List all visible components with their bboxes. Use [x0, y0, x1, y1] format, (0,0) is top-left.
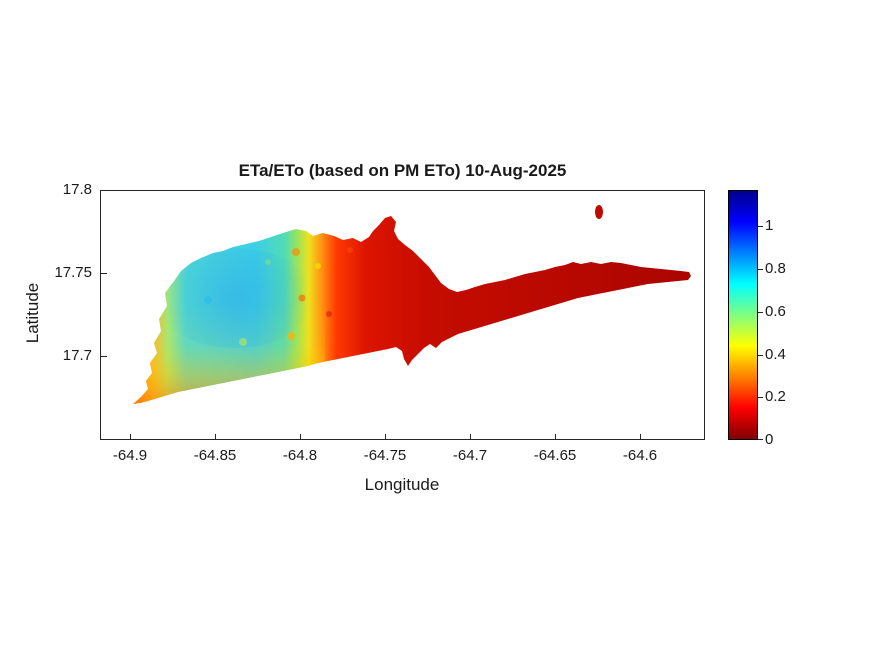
colorbar-tick-mark — [758, 312, 763, 313]
x-tick-label: -64.85 — [193, 447, 237, 464]
colorbar — [728, 190, 758, 440]
y-tick-label: 17.7 — [62, 347, 92, 364]
northern-islet — [595, 205, 603, 219]
x-tick-label: -64.8 — [282, 447, 318, 464]
x-tick-mark — [640, 434, 641, 440]
colorbar-tick-label: 1 — [765, 217, 774, 234]
colorbar-tick-mark — [758, 439, 763, 440]
colorbar-tick-mark — [758, 226, 763, 227]
chart-title: ETa/ETo (based on PM ETo) 10-Aug-2025 — [238, 161, 567, 180]
y-tick-mark — [101, 273, 107, 274]
x-tick-mark — [470, 434, 471, 440]
x-tick-mark — [385, 434, 386, 440]
x-tick-label: -64.75 — [363, 447, 407, 464]
colorbar-tick-label: 0.4 — [765, 346, 786, 363]
colorbar-tick-label: 0.8 — [765, 260, 786, 277]
plot-area — [100, 190, 705, 440]
x-tick-label: -64.6 — [622, 447, 658, 464]
x-tick-label: -64.7 — [452, 447, 488, 464]
x-tick-mark — [555, 434, 556, 440]
x-tick-mark — [130, 434, 131, 440]
colorbar-tick-label: 0.6 — [765, 303, 786, 320]
heatmap-island-raster — [133, 205, 691, 404]
y-axis-label: Latitude — [23, 282, 42, 344]
y-tick-label: 17.75 — [54, 264, 92, 281]
colorbar-tick-label: 0.2 — [765, 388, 786, 405]
y-tick-mark — [101, 356, 107, 357]
colorbar-tick-mark — [758, 355, 763, 356]
y-tick-mark — [101, 190, 107, 191]
x-tick-label: -64.9 — [112, 447, 148, 464]
x-tick-label: -64.65 — [533, 447, 577, 464]
x-tick-mark — [300, 434, 301, 440]
island-texture-overlay — [155, 247, 353, 348]
y-tick-label: 17.8 — [62, 181, 92, 198]
colorbar-tick-mark — [758, 397, 763, 398]
x-tick-mark — [215, 434, 216, 440]
colorbar-tick-label: 0 — [765, 431, 774, 448]
x-axis-label: Longitude — [364, 475, 440, 494]
colorbar-tick-mark — [758, 269, 763, 270]
